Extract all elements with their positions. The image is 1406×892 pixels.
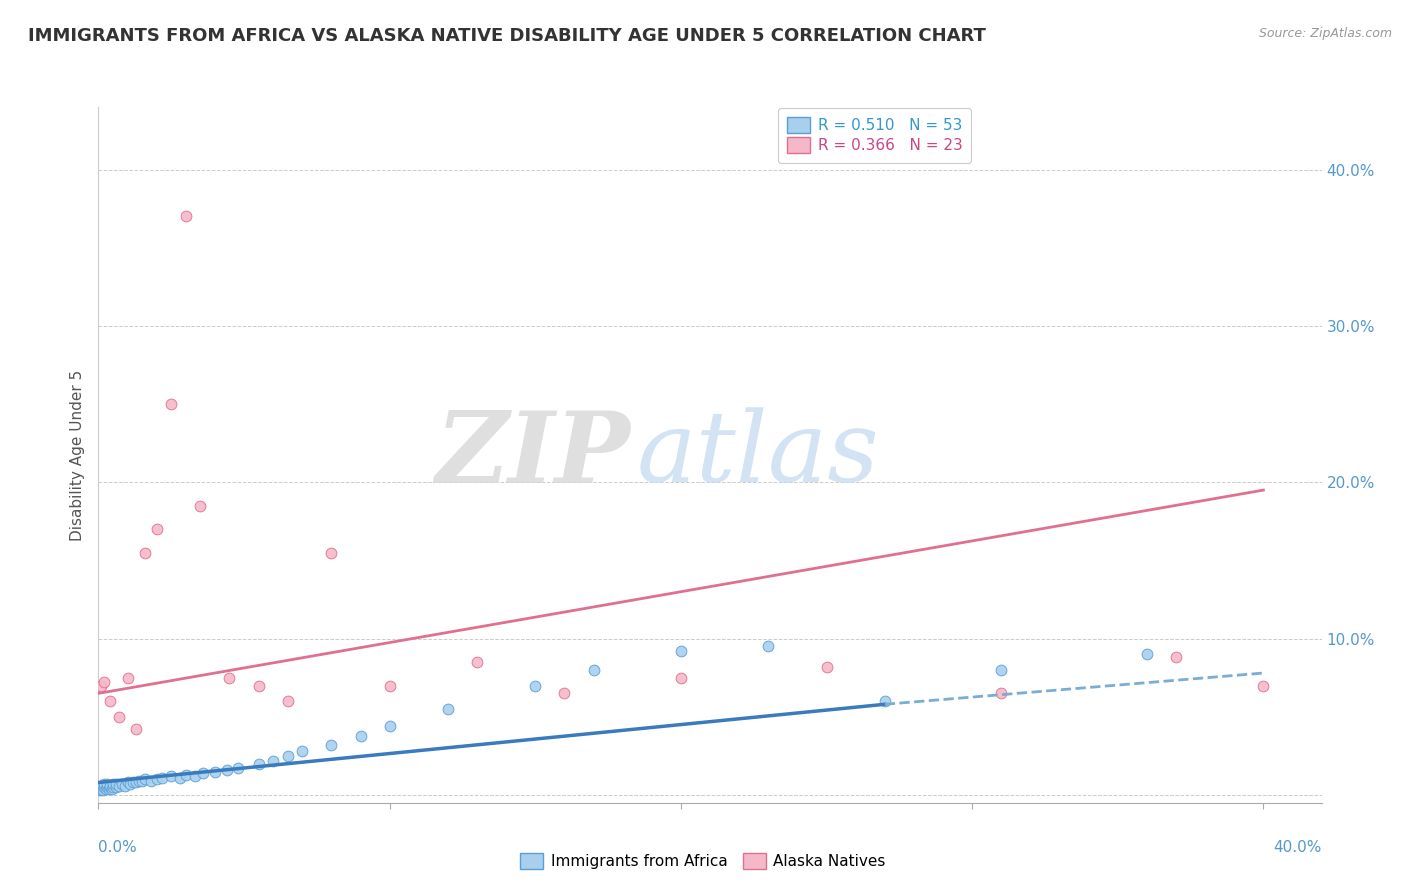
Point — [321, 738, 343, 752]
Point — [226, 761, 249, 775]
Point — [465, 655, 488, 669]
Point — [669, 644, 692, 658]
Point — [873, 694, 896, 708]
Point — [990, 686, 1012, 700]
Point — [90, 779, 112, 793]
Point — [91, 783, 114, 797]
Point — [122, 775, 145, 789]
Point — [94, 781, 117, 796]
Point — [101, 780, 124, 794]
Point — [101, 777, 124, 791]
Text: ZIP: ZIP — [436, 407, 630, 503]
Point — [756, 640, 779, 654]
Point — [145, 522, 167, 536]
Legend: Immigrants from Africa, Alaska Natives: Immigrants from Africa, Alaska Natives — [515, 847, 891, 875]
Point — [93, 675, 115, 690]
Point — [139, 773, 162, 788]
Y-axis label: Disability Age Under 5: Disability Age Under 5 — [69, 369, 84, 541]
Point — [437, 702, 460, 716]
Point — [378, 679, 401, 693]
Text: IMMIGRANTS FROM AFRICA VS ALASKA NATIVE DISABILITY AGE UNDER 5 CORRELATION CHART: IMMIGRANTS FROM AFRICA VS ALASKA NATIVE … — [28, 27, 986, 45]
Point — [349, 729, 371, 743]
Point — [160, 769, 183, 783]
Point — [160, 397, 183, 411]
Point — [89, 783, 111, 797]
Point — [93, 780, 115, 794]
Text: atlas: atlas — [637, 408, 879, 502]
Point — [215, 763, 238, 777]
Point — [96, 780, 118, 794]
Point — [152, 771, 174, 785]
Point — [90, 679, 112, 693]
Point — [291, 744, 314, 758]
Point — [134, 772, 156, 787]
Point — [134, 546, 156, 560]
Point — [114, 779, 136, 793]
Text: 0.0%: 0.0% — [98, 839, 138, 855]
Point — [183, 769, 205, 783]
Text: Source: ZipAtlas.com: Source: ZipAtlas.com — [1258, 27, 1392, 40]
Point — [1164, 650, 1187, 665]
Point — [104, 780, 127, 794]
Point — [193, 766, 215, 780]
Point — [262, 754, 284, 768]
Point — [96, 777, 118, 791]
Point — [117, 775, 139, 789]
Point — [582, 663, 605, 677]
Point — [98, 694, 121, 708]
Point — [145, 772, 167, 787]
Point — [553, 686, 575, 700]
Point — [990, 663, 1012, 677]
Point — [117, 671, 139, 685]
Point — [815, 660, 838, 674]
Point — [131, 773, 153, 788]
Point — [1136, 647, 1159, 661]
Point — [108, 779, 131, 793]
Point — [111, 777, 134, 791]
Point — [98, 779, 121, 793]
Point — [128, 773, 150, 788]
Point — [169, 771, 191, 785]
Point — [247, 756, 270, 771]
Point — [98, 780, 121, 794]
Point — [174, 210, 197, 224]
Point — [247, 679, 270, 693]
Point — [125, 775, 148, 789]
Point — [669, 671, 692, 685]
Point — [524, 679, 547, 693]
Point — [90, 781, 112, 796]
Point — [188, 499, 212, 513]
Point — [378, 719, 401, 733]
Point — [93, 777, 115, 791]
Point — [218, 671, 240, 685]
Point — [125, 723, 148, 737]
Point — [277, 748, 299, 763]
Point — [277, 694, 299, 708]
Point — [204, 764, 226, 779]
Point — [100, 781, 122, 796]
Point — [108, 710, 131, 724]
Point — [174, 767, 197, 781]
Point — [1253, 679, 1275, 693]
Point — [120, 777, 142, 791]
Point — [321, 546, 343, 560]
Point — [97, 781, 120, 796]
Text: 40.0%: 40.0% — [1274, 839, 1322, 855]
Legend: R = 0.510   N = 53, R = 0.366   N = 23: R = 0.510 N = 53, R = 0.366 N = 23 — [778, 108, 972, 162]
Point — [104, 777, 127, 791]
